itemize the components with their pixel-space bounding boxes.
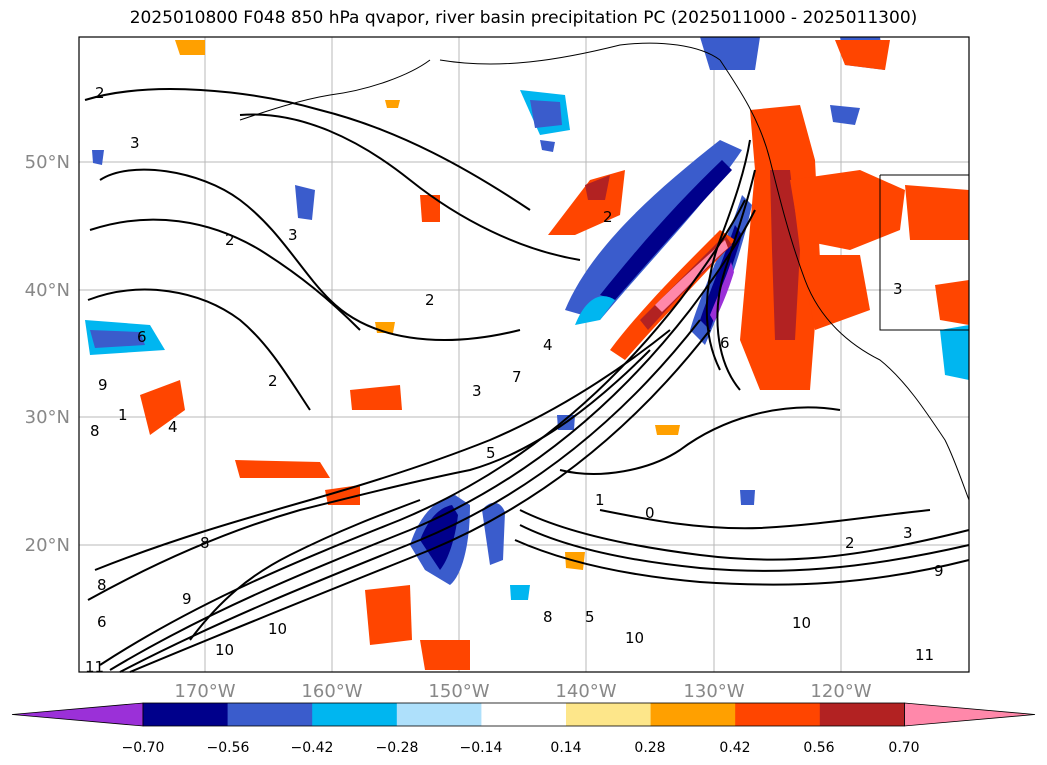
lon-label: 160°W — [301, 681, 362, 702]
contour-label: 10 — [215, 641, 234, 659]
latitude-labels: 50°N 40°N 30°N 20°N — [25, 152, 70, 556]
lon-label: 120°W — [810, 681, 871, 702]
colorbar-tick-label: −0.14 — [460, 740, 503, 756]
colorbar-segments — [11, 702, 1036, 727]
contour-label: 2 — [603, 208, 613, 226]
colorbar: −0.70 −0.56 −0.42 −0.28 −0.14 0.14 0.28 … — [11, 702, 1036, 756]
colorbar-tick-label: 0.28 — [634, 740, 665, 756]
colorbar-extend-max — [904, 702, 1036, 727]
lon-label: 150°W — [428, 681, 489, 702]
contour-label: 9 — [182, 590, 192, 608]
map-panel: 2 3 2 3 2 2 6 9 8 4 2 4 3 1 8 8 7 6 5 10… — [78, 36, 970, 676]
contour-label: 3 — [130, 134, 140, 152]
colorbar-segment — [143, 703, 229, 726]
contour-label: 8 — [90, 422, 100, 440]
contour-label: 1 — [118, 406, 128, 424]
contour-label: 0 — [645, 504, 655, 522]
colorbar-segment — [735, 703, 821, 726]
colorbar-tick-label: 0.56 — [803, 740, 834, 756]
contour-label: 9 — [934, 562, 944, 580]
colorbar-segment — [819, 703, 905, 726]
colorbar-segment — [312, 703, 398, 726]
lon-label: 130°W — [683, 681, 744, 702]
contour-label: 8 — [97, 576, 107, 594]
contour-label: 3 — [288, 226, 298, 244]
coastlines — [239, 42, 970, 501]
lon-label: 140°W — [555, 681, 616, 702]
lat-label: 20°N — [25, 535, 70, 556]
colorbar-segment — [396, 703, 482, 726]
contour-label: 4 — [168, 418, 178, 436]
map-frame — [78, 36, 970, 673]
colorbar-segment — [650, 703, 736, 726]
contour-label: 11 — [915, 646, 934, 664]
moisture-contours — [84, 88, 970, 673]
contour-label: 3 — [893, 280, 903, 298]
colorbar-extend-min — [11, 702, 144, 727]
contour-label: 10 — [268, 620, 287, 638]
colorbar-tick-label: 0.70 — [888, 740, 919, 756]
contour-label: 6 — [137, 328, 147, 346]
contour-label: 2 — [95, 84, 105, 102]
contour-label: 2 — [268, 372, 278, 390]
contour-labels: 2 3 2 3 2 2 6 9 8 4 2 4 3 1 8 8 7 6 5 10… — [85, 84, 944, 676]
colorbar-tick-label: −0.56 — [207, 740, 250, 756]
lat-label: 50°N — [25, 152, 70, 173]
contour-label: 4 — [543, 336, 553, 354]
contour-label: 6 — [97, 613, 107, 631]
longitude-labels: 170°W 160°W 150°W 140°W 130°W 120°W — [174, 681, 871, 702]
contour-label: 10 — [792, 614, 811, 632]
contour-label: 7 — [512, 368, 522, 386]
contour-label: 2 — [845, 534, 855, 552]
colorbar-segment — [227, 703, 313, 726]
contour-label: 5 — [585, 608, 595, 626]
lat-label: 40°N — [25, 280, 70, 301]
contour-label: 2 — [425, 291, 435, 309]
lon-label: 170°W — [174, 681, 235, 702]
colorbar-tick-label: −0.42 — [291, 740, 334, 756]
map-title: 2025010800 F048 850 hPa qvapor, river ba… — [129, 8, 918, 28]
contour-label: 10 — [625, 629, 644, 647]
colorbar-tick-label: 0.42 — [719, 740, 750, 756]
colorbar-tick-label: −0.70 — [122, 740, 165, 756]
contour-label: 11 — [85, 658, 104, 676]
contour-label: 8 — [200, 534, 210, 552]
colorbar-tick-label: −0.28 — [376, 740, 419, 756]
contour-label: 3 — [903, 524, 913, 542]
contour-label: 6 — [720, 334, 730, 352]
colorbar-ticks: −0.70 −0.56 −0.42 −0.28 −0.14 0.14 0.28 … — [122, 740, 920, 756]
lat-label: 30°N — [25, 407, 70, 428]
negative-anomaly-regions — [85, 37, 969, 600]
contour-label: 2 — [225, 231, 235, 249]
contour-label: 3 — [472, 382, 482, 400]
colorbar-segment — [481, 703, 567, 726]
contour-label: 1 — [595, 491, 605, 509]
colorbar-segment — [566, 703, 652, 726]
colorbar-frame — [142, 702, 905, 727]
contour-label: 5 — [486, 444, 496, 462]
contour-label: 8 — [543, 608, 553, 626]
colorbar-tick-label: 0.14 — [550, 740, 581, 756]
contour-label: 9 — [98, 376, 108, 394]
